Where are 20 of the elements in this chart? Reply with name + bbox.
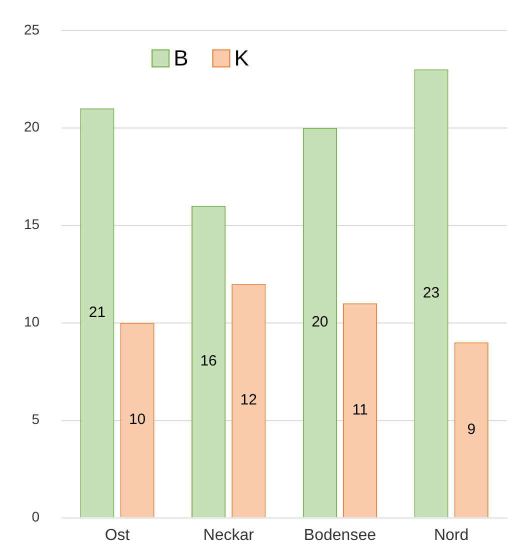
legend-label: B bbox=[174, 45, 188, 70]
data-label: 10 bbox=[128, 411, 146, 428]
y-tick-label: 10 bbox=[24, 314, 40, 330]
y-tick-label: 25 bbox=[24, 21, 40, 38]
data-label: 21 bbox=[88, 304, 106, 321]
y-tick-label: 15 bbox=[24, 216, 40, 232]
data-label: 12 bbox=[240, 392, 257, 409]
data-label: 9 bbox=[467, 420, 476, 438]
data-label: 20 bbox=[312, 314, 328, 331]
y-tick-label: 20 bbox=[24, 118, 40, 135]
x-tick-label: Ost bbox=[104, 526, 130, 544]
x-tick-label: Nord bbox=[434, 526, 469, 544]
x-tick-label: Neckar bbox=[203, 526, 255, 544]
legend-label: K bbox=[234, 45, 250, 70]
data-label: 23 bbox=[422, 284, 440, 302]
y-tick-label: 0 bbox=[32, 508, 40, 525]
x-tick-label: Bodensee bbox=[304, 526, 376, 544]
data-label: 16 bbox=[200, 352, 217, 370]
y-tick-label: 5 bbox=[32, 411, 40, 428]
data-label: 11 bbox=[352, 401, 368, 418]
